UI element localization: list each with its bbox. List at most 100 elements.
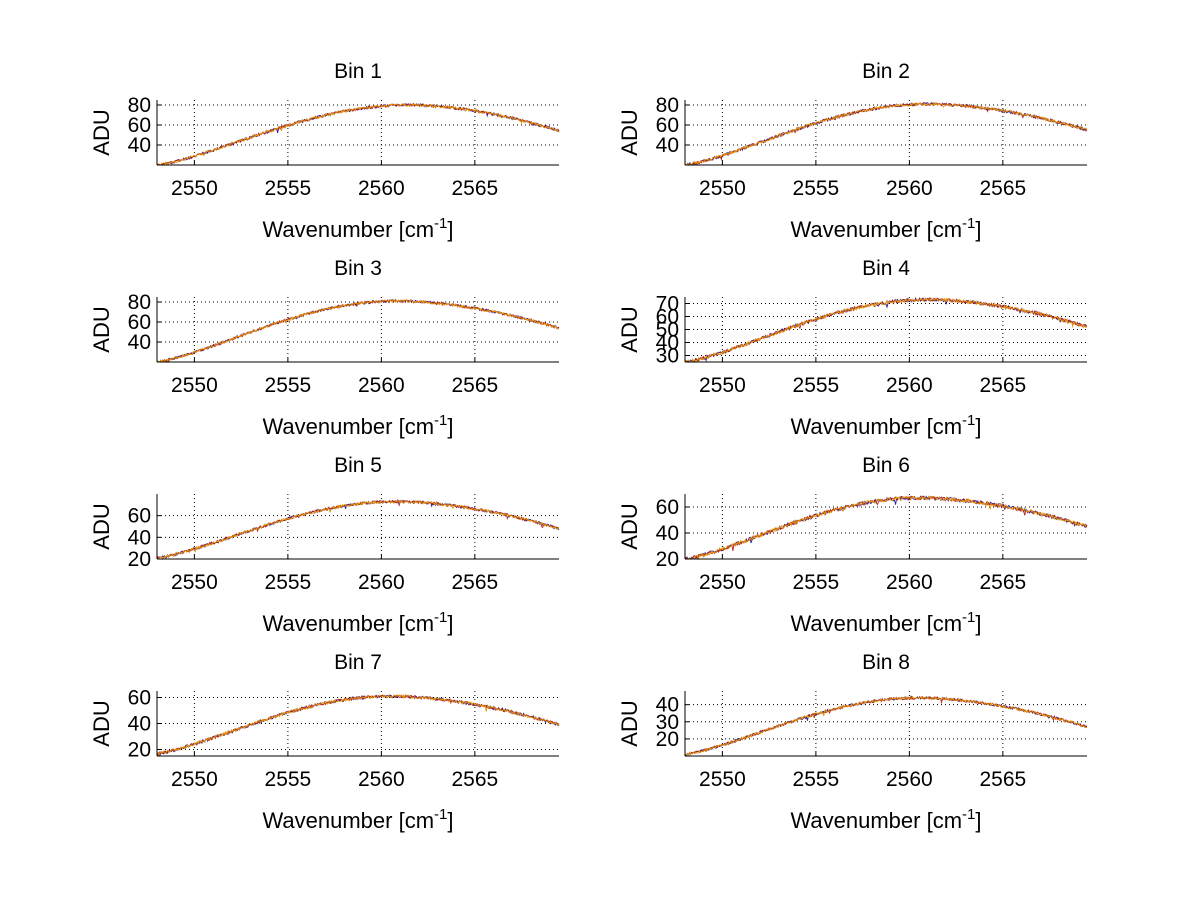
- x-tick-label: 2565: [980, 374, 1027, 397]
- plot-area: [685, 100, 1087, 165]
- y-axis-label: ADU: [617, 306, 642, 352]
- x-tick-label: 2555: [793, 571, 840, 594]
- y-tick-label: 80: [128, 291, 151, 314]
- y-axis-label: ADU: [89, 700, 114, 746]
- x-axis-label-superscript: -1: [962, 806, 975, 823]
- y-axis-label: ADU: [617, 700, 642, 746]
- series-line-3: [684, 297, 1088, 363]
- y-tick-label: 80: [656, 94, 679, 117]
- x-axis-label: Wavenumber [cm-1]: [262, 215, 453, 242]
- x-tick-label: 2565: [452, 768, 499, 791]
- x-tick-label: 2560: [358, 374, 405, 397]
- series-line-3: [157, 103, 560, 166]
- y-tick-label: 20: [128, 548, 151, 571]
- x-tick-label: 2550: [699, 177, 746, 200]
- x-tick-label: 2565: [452, 571, 499, 594]
- series-line-2: [156, 499, 559, 561]
- y-tick-label: 40: [656, 522, 679, 545]
- subplot-6: 2550 2555 2560 2565 20 40 60 Bin 6 Wavenumber [c…: [617, 454, 1088, 636]
- x-tick-label: 2560: [886, 571, 933, 594]
- x-axis-label: Wavenumber [cm-1]: [262, 806, 453, 833]
- x-axis-label: Wavenumber [cm-1]: [790, 609, 981, 636]
- subplot-title: Bin 5: [334, 454, 382, 477]
- x-axis-label-tail: ]: [975, 611, 981, 636]
- plot-area: [157, 297, 559, 362]
- y-tick-label: 20: [128, 739, 151, 762]
- subplot-title: Bin 1: [334, 60, 382, 83]
- x-tick-label: 2565: [980, 768, 1027, 791]
- x-tick-label: 2555: [793, 177, 840, 200]
- x-tick-label: 2565: [980, 177, 1027, 200]
- y-tick-label: 60: [128, 311, 151, 334]
- x-axis-label-superscript: -1: [434, 215, 447, 232]
- y-tick-label: 40: [128, 134, 151, 157]
- x-tick-label: 2550: [171, 374, 218, 397]
- subplot-title: Bin 2: [862, 60, 910, 83]
- x-tick-label: 2555: [265, 768, 312, 791]
- y-tick-label: 50: [656, 319, 679, 342]
- x-axis-label-main: Wavenumber [cm: [790, 611, 962, 636]
- x-axis-label: Wavenumber [cm-1]: [262, 412, 453, 439]
- x-axis-label: Wavenumber [cm-1]: [790, 412, 981, 439]
- x-tick-label: 2565: [980, 571, 1027, 594]
- subplot-title: Bin 3: [334, 257, 382, 280]
- y-tick-label: 20: [656, 728, 679, 751]
- x-tick-label: 2555: [793, 374, 840, 397]
- x-tick-label: 2560: [886, 177, 933, 200]
- x-tick-label: 2550: [699, 768, 746, 791]
- y-tick-label: 60: [656, 306, 679, 329]
- y-tick-label: 60: [128, 505, 151, 528]
- y-axis-label: ADU: [617, 503, 642, 549]
- y-tick-label: 40: [656, 332, 679, 355]
- y-axis-label: ADU: [89, 306, 114, 352]
- plot-area: [685, 494, 1087, 559]
- x-axis-label-tail: ]: [975, 808, 981, 833]
- x-axis-label-tail: ]: [975, 414, 981, 439]
- y-axis-label: ADU: [89, 503, 114, 549]
- y-tick-label: 60: [128, 687, 151, 710]
- x-tick-label: 2555: [265, 177, 312, 200]
- x-tick-label: 2550: [171, 571, 218, 594]
- x-tick-label: 2565: [452, 177, 499, 200]
- y-tick-label: 40: [656, 694, 679, 717]
- plot-area: [157, 100, 559, 165]
- y-axis-label: ADU: [89, 109, 114, 155]
- series-line-1: [684, 297, 1088, 363]
- x-axis-label-superscript: -1: [962, 215, 975, 232]
- x-tick-label: 2560: [358, 768, 405, 791]
- x-tick-label: 2550: [699, 374, 746, 397]
- subplot-title: Bin 7: [334, 651, 382, 674]
- x-axis-label-main: Wavenumber [cm: [262, 414, 434, 439]
- series-line-3: [684, 102, 1088, 167]
- y-tick-label: 60: [656, 496, 679, 519]
- y-tick-label: 40: [128, 526, 151, 549]
- subplot-title: Bin 6: [862, 454, 910, 477]
- y-tick-label: 60: [656, 114, 679, 137]
- x-tick-label: 2560: [886, 768, 933, 791]
- x-tick-label: 2560: [358, 177, 405, 200]
- x-axis-label-tail: ]: [447, 808, 453, 833]
- x-axis-label: Wavenumber [cm-1]: [790, 806, 981, 833]
- x-axis-label-main: Wavenumber [cm: [790, 414, 962, 439]
- x-axis-label-tail: ]: [975, 217, 981, 242]
- subplot-title: Bin 8: [862, 651, 910, 674]
- x-axis-label-superscript: -1: [434, 412, 447, 429]
- y-tick-label: 40: [656, 134, 679, 157]
- x-tick-label: 2550: [171, 768, 218, 791]
- y-tick-label: 30: [656, 711, 679, 734]
- x-tick-label: 2550: [171, 177, 218, 200]
- y-tick-label: 80: [128, 94, 151, 117]
- x-axis-label-tail: ]: [447, 611, 453, 636]
- x-axis-label-main: Wavenumber [cm: [262, 217, 434, 242]
- x-tick-label: 2565: [452, 374, 499, 397]
- y-axis-label: ADU: [617, 109, 642, 155]
- x-tick-label: 2550: [699, 571, 746, 594]
- x-tick-label: 2555: [265, 374, 312, 397]
